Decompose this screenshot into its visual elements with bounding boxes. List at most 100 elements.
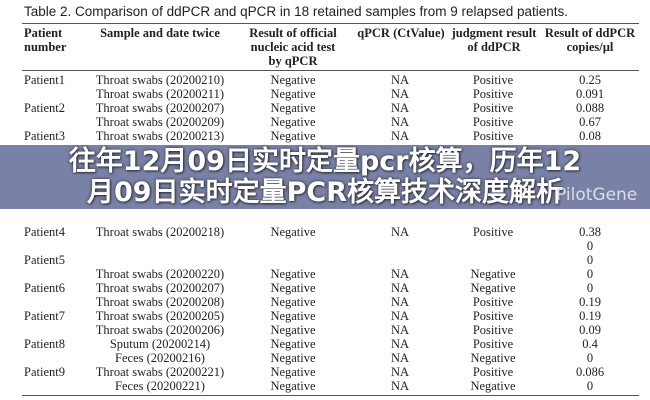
cell-ddpcr-judgment: Positive (472, 225, 514, 239)
table-row: Patient3 Throat swabs (20200213) Negative N… (0, 129, 650, 143)
table-row: 0 (0, 239, 650, 253)
header-patient: Patient number (24, 26, 67, 54)
table-row: Feces (20200216) Negative NA Negative 0 (0, 351, 650, 365)
cell-ddpcr-copies: 0.19 (579, 309, 601, 323)
cell-sample: Throat swabs (20200207) (95, 281, 225, 295)
cell-patient: Patient8 (24, 337, 65, 351)
watermark: PilotGene (556, 185, 638, 205)
table-row (0, 211, 650, 225)
cell-ddpcr-judgment: Positive (472, 87, 514, 101)
table-row: Patient2 Throat swabs (20200207) Negative N… (0, 101, 650, 115)
header-sample: Sample and date twice (100, 26, 220, 40)
cell-ddpcr-judgment: Positive (472, 101, 514, 115)
cell-ddpcr-judgment: Negative (470, 379, 516, 393)
cell-qpcr-ct: NA (390, 225, 410, 239)
cell-qpcr-ct: NA (390, 73, 410, 87)
title-overlay-band (0, 145, 650, 209)
cell-ddpcr-judgment: Positive (472, 337, 514, 351)
cell-ddpcr-copies: 0 (586, 351, 594, 365)
cell-qpcr-ct: NA (390, 295, 410, 309)
cell-ddpcr-judgment: Positive (472, 323, 514, 337)
cell-official-result: Negative (270, 337, 316, 351)
cell-sample: Throat swabs (20200220) (95, 267, 225, 281)
cell-sample: Throat swabs (20200211) (96, 87, 224, 101)
cell-qpcr-ct: NA (390, 267, 410, 281)
table-row: Feces (20200221) Negative NA Negative 0 (0, 379, 650, 393)
cell-ddpcr-copies: 0.4 (582, 337, 598, 351)
cell-sample: Throat swabs (20200206) (95, 323, 225, 337)
cell-patient: Patient5 (24, 253, 65, 267)
cell-ddpcr-copies: 0.19 (579, 295, 601, 309)
cell-ddpcr-judgment: Positive (472, 115, 514, 129)
cell-ddpcr-copies: 0.09 (579, 323, 601, 337)
cell-official-result: Negative (270, 365, 316, 379)
header-judgment: judgment result of ddPCR (451, 26, 537, 54)
cell-sample: Throat swabs (20200209) (95, 115, 225, 129)
header-rule (22, 70, 639, 71)
cell-qpcr-ct: NA (390, 337, 410, 351)
cell-official-result: Negative (270, 323, 316, 337)
table-row: Throat swabs (20200209) Negative NA Positiv… (0, 115, 650, 129)
cell-official-result: Negative (270, 379, 316, 393)
cell-qpcr-ct: NA (390, 101, 410, 115)
cell-official-result: Negative (270, 115, 316, 129)
cell-official-result: Negative (270, 295, 316, 309)
cell-ddpcr-judgment: Positive (472, 295, 514, 309)
cell-ddpcr-copies: 0 (586, 281, 594, 295)
cell-sample: Throat swabs (20200218) (95, 225, 225, 239)
table-row: Patient9 Throat swabs (20200221) Negative N… (0, 365, 650, 379)
cell-sample: Throat swabs (20200210) (95, 73, 225, 87)
table-row: Patient4 Throat swabs (20200218) Negative N… (0, 225, 650, 239)
table-row: Patient1 Throat swabs (20200210) Negative N… (0, 73, 650, 87)
cell-qpcr-ct: NA (390, 87, 410, 101)
table-row: Throat swabs (20200220) Negative NA Negativ… (0, 267, 650, 281)
header-official-result: Result of official nucleic acid test by … (249, 26, 337, 68)
cell-ddpcr-judgment: Negative (470, 351, 516, 365)
cell-ddpcr-copies: 0 (586, 239, 594, 253)
cell-ddpcr-copies: 0.67 (579, 115, 601, 129)
cell-official-result: Negative (270, 101, 316, 115)
cell-ddpcr-judgment: Positive (472, 73, 514, 87)
table-row: Patient7 Throat swabs (20200205) Negative N… (0, 309, 650, 323)
cell-qpcr-ct: NA (390, 129, 410, 143)
header-qpcr: qPCR (CtValue) (357, 26, 445, 40)
cell-official-result: Negative (270, 225, 316, 239)
cell-qpcr-ct: NA (390, 351, 410, 365)
cell-ddpcr-judgment: Positive (472, 365, 514, 379)
cell-ddpcr-copies: 0.25 (579, 73, 601, 87)
cell-sample: Throat swabs (20200205) (95, 309, 225, 323)
cell-official-result: Negative (270, 281, 316, 295)
cell-qpcr-ct: NA (390, 365, 410, 379)
cell-patient: Patient3 (24, 129, 65, 143)
table-row: Patient8 Sputum (20200214) Negative NA Posit… (0, 337, 650, 351)
cell-official-result: Negative (270, 351, 316, 365)
cell-official-result: Negative (270, 129, 316, 143)
cell-ddpcr-copies: 0.086 (575, 365, 605, 379)
cell-qpcr-ct: NA (390, 379, 410, 393)
cell-patient: Patient4 (24, 225, 65, 239)
cell-qpcr-ct: NA (390, 309, 410, 323)
cell-patient: Patient1 (24, 73, 65, 87)
cell-sample: Throat swabs (20200208) (95, 295, 225, 309)
cell-qpcr-ct: NA (390, 115, 410, 129)
cell-qpcr-ct: NA (390, 323, 410, 337)
cell-patient: Patient2 (24, 101, 65, 115)
cell-ddpcr-copies: 0.088 (575, 101, 605, 115)
cell-official-result: Negative (270, 73, 316, 87)
top-rule (22, 23, 639, 24)
cell-patient: Patient7 (24, 309, 65, 323)
bottom-rule (22, 395, 639, 396)
cell-ddpcr-copies: 0 (586, 253, 594, 267)
table-row: Patient6 Throat swabs (20200207) Negative N… (0, 281, 650, 295)
cell-patient: Patient6 (24, 281, 65, 295)
table-caption: Table 2. Comparison of ddPCR and qPCR in… (24, 4, 569, 19)
cell-sample: Feces (20200221) (115, 379, 205, 393)
header-ddpcr: Result of ddPCR copies/µl (544, 26, 636, 54)
cell-ddpcr-judgment: Negative (470, 267, 516, 281)
table-row: Throat swabs (20200211) Negative NA Positiv… (0, 87, 650, 101)
cell-ddpcr-copies: 0 (586, 379, 594, 393)
cell-ddpcr-copies: 0.091 (575, 87, 605, 101)
headline: 往年12月09日实时定量pcr核算，历年12 月09日实时定量PCR核算技术深度… (0, 146, 650, 208)
headline-line-1: 往年12月09日实时定量pcr核算，历年12 (68, 146, 582, 177)
cell-official-result: Negative (270, 309, 316, 323)
